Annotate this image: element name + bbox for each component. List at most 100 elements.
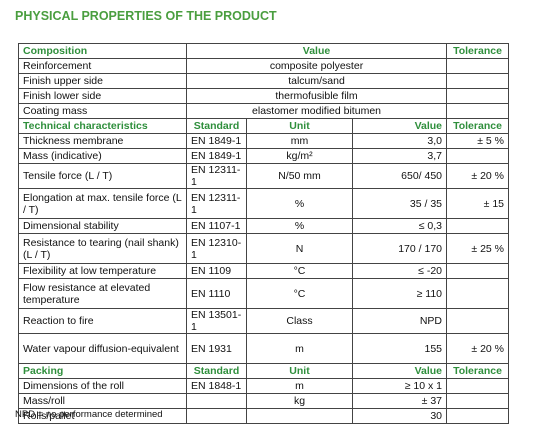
table-row: Finish lower side thermofusible film (18, 88, 510, 104)
table-cell (446, 393, 510, 409)
table-cell (446, 148, 510, 164)
table-cell: Mass (indicative) (18, 148, 187, 164)
table-cell: EN 12311-1 (186, 188, 247, 219)
table-cell: Packing (18, 363, 187, 379)
table-cell: EN 1107-1 (186, 218, 247, 234)
table-row: Thickness membrane EN 1849-1 mm 3,0 ± 5 % (18, 133, 510, 149)
table-cell: EN 1931 (186, 333, 247, 364)
table-cell: Reinforcement (18, 58, 187, 74)
table-cell: % (246, 218, 353, 234)
table-cell (446, 103, 510, 119)
table-cell: 30 (351, 408, 448, 424)
table-cell: Unit (246, 363, 353, 379)
table-cell: 3,7 (351, 148, 448, 164)
table-cell (186, 408, 247, 424)
table-cell: Thickness membrane (18, 133, 187, 149)
table-cell: 155 (351, 333, 448, 364)
table-cell: Dimensions of the roll (18, 378, 187, 394)
table-cell: EN 1849-1 (186, 148, 247, 164)
table-cell (446, 378, 510, 394)
table-row: Dimensional stability EN 1107-1% ≤ 0,3 (18, 218, 510, 234)
table-cell: Finish upper side (18, 73, 187, 89)
table-cell: EN 1110 (186, 278, 247, 309)
table-cell: EN 12310-1 (186, 233, 247, 264)
table-cell: Value (351, 363, 448, 379)
table-row: Reinforcement composite polyester (18, 58, 510, 74)
table-cell: EN 13501-1 (186, 308, 247, 334)
table-cell: 35 / 35 (351, 188, 448, 219)
table-cell: Tolerance (446, 363, 510, 379)
table-row: Flow resistance at elevated temperature E… (18, 278, 510, 309)
table-cell: Dimensional stability (18, 218, 187, 234)
table-cell: mm (246, 133, 353, 149)
table-cell: Value (351, 118, 448, 134)
table-cell: Flow resistance at elevated temperature (18, 278, 187, 309)
table-cell: kg (246, 393, 353, 409)
table-cell: % (246, 188, 353, 219)
table-cell: Coating mass (18, 103, 187, 119)
table-cell: Flexibility at low temperature (18, 263, 187, 279)
table-row: Packing Standard Unit Value Tolerance (18, 363, 510, 379)
table-row: Coating mass elastomer modified bitumen (18, 103, 510, 119)
table-row: Elongation at max. tensile force (L / T)… (18, 188, 510, 219)
table-cell (446, 58, 510, 74)
table-cell (246, 408, 353, 424)
table-cell: ≥ 10 x 1 (351, 378, 448, 394)
table-cell: m (246, 378, 353, 394)
table-cell: °C (246, 278, 353, 309)
table-cell: m (246, 333, 353, 364)
table-cell: NPD (351, 308, 448, 334)
table-cell: composite polyester (185, 58, 448, 74)
table-cell: EN 1848-1 (186, 378, 247, 394)
table-cell: thermofusible film (185, 88, 448, 104)
table-row: Dimensions of the roll EN 1848-1 m ≥ 10 x 1 (18, 378, 510, 394)
table-cell: ± 5 % (446, 133, 510, 149)
table-cell: ≤ -20 (351, 263, 448, 279)
table-cell: °C (246, 263, 353, 279)
table-cell (446, 263, 510, 279)
table-cell (446, 88, 510, 104)
table-cell (186, 393, 247, 409)
table-row: Mass (indicative) EN 1849-1 kg/m² 3,7 (18, 148, 510, 164)
table-cell: ± 25 % (446, 233, 510, 264)
table-row: Water vapour diffusion-equivalent EN 1931… (18, 333, 510, 364)
table-cell: Water vapour diffusion-equivalent (18, 333, 187, 364)
table-cell: Tensile force (L / T) (18, 163, 187, 189)
table-cell: Technical characteristics (18, 118, 187, 134)
table-cell: Reaction to fire (18, 308, 187, 334)
table-cell: Value (185, 43, 448, 59)
table-cell: Tolerance (446, 43, 510, 59)
table-cell: Mass/roll (18, 393, 187, 409)
table-cell: Unit (246, 118, 353, 134)
table-row: Mass/roll kg ± 37 (18, 393, 510, 409)
table-cell: N (246, 233, 353, 264)
table-cell: elastomer modified bitumen (185, 103, 448, 119)
table-cell (446, 408, 510, 424)
table-row: Composition Value Tolerance (18, 43, 510, 59)
table-cell: Elongation at max. tensile force (L / T) (18, 188, 187, 219)
table-cell: 170 / 170 (351, 233, 448, 264)
table-cell: Resistance to tearing (nail shank) (L / … (18, 233, 187, 264)
table-row: Rolls/pallet 30 (18, 408, 510, 424)
table-cell: ± 20 % (446, 163, 510, 189)
table-row: Flexibility at low temperature EN 1109 °C ≤… (18, 263, 510, 279)
table-cell: N/50 mm (246, 163, 353, 189)
table-row: Tensile force (L / T) EN 12311-1 N/50 mm 65… (18, 163, 510, 189)
table-cell: EN 12311-1 (186, 163, 247, 189)
table-row: Finish upper side talcum/sand (18, 73, 510, 89)
table-cell: kg/m² (246, 148, 353, 164)
table-cell (446, 308, 510, 334)
table-row: Resistance to tearing (nail shank) (L / … (18, 233, 510, 264)
table-cell (446, 73, 510, 89)
table-cell: Composition (18, 43, 187, 59)
table-cell: Tolerance (446, 118, 510, 134)
table-cell: Standard (186, 118, 247, 134)
table-cell: ≥ 110 (351, 278, 448, 309)
table-cell: ± 37 (351, 393, 448, 409)
title: PHYSICAL PROPERTIES OF THE PRODUCT (15, 9, 277, 23)
properties-table: Composition Value Tolerance Reinforcement co… (18, 43, 510, 424)
table-cell: Standard (186, 363, 247, 379)
footnote: NPD = no performance determined (15, 409, 163, 420)
table-cell: ± 15 (446, 188, 510, 219)
